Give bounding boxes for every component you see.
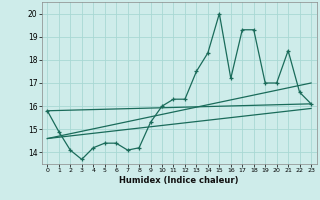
X-axis label: Humidex (Indice chaleur): Humidex (Indice chaleur) (119, 176, 239, 185)
